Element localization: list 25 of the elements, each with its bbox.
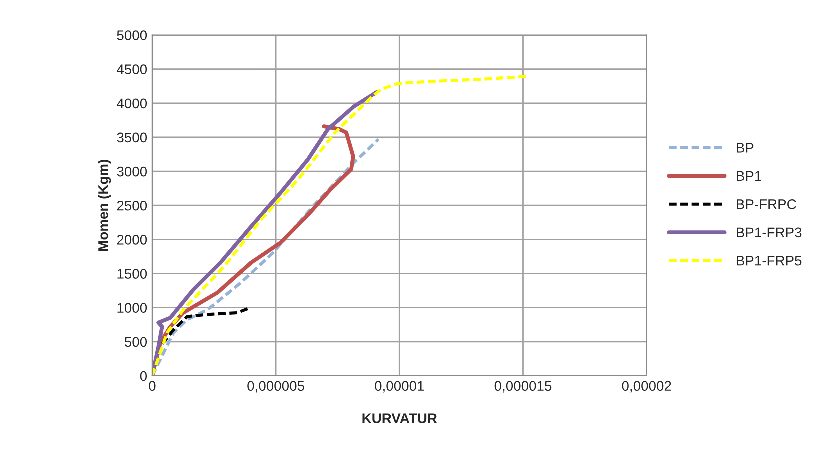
legend-label: BP1: [737, 171, 762, 181]
x-tick-label: 0: [149, 381, 156, 392]
legend-label: BP-FRPC: [737, 200, 796, 210]
y-tick-label: 2000: [117, 235, 148, 245]
y-tick-label: 1500: [118, 269, 148, 279]
y-tick-label: 3500: [117, 132, 148, 143]
legend-label: BP1-FRP3: [737, 228, 802, 238]
legend-label: BP: [737, 143, 754, 153]
line-series: [152, 138, 380, 376]
y-tick-label: 2500: [117, 200, 148, 211]
legend-label: BP1-FRP5: [737, 256, 802, 266]
x-tick-label: 0,000005: [248, 381, 304, 393]
line-series: [152, 90, 379, 376]
y-tick-label: 5000: [117, 30, 148, 40]
y-tick-label: 4500: [117, 64, 148, 74]
x-tick-label: 0,00001: [375, 381, 424, 393]
y-tick-label: 500: [124, 337, 148, 348]
x-tick-label: 0,00002: [622, 381, 672, 393]
y-axis-title: Momen (Kgm): [98, 160, 112, 251]
y-tick-label: 3000: [117, 166, 148, 177]
x-axis-title: KURVATUR: [362, 414, 438, 424]
y-tick-label: 4000: [117, 98, 148, 109]
y-tick-label: 0: [140, 371, 148, 382]
y-tick-label: 1000: [118, 303, 148, 314]
x-tick-label: 0,000015: [494, 381, 552, 393]
